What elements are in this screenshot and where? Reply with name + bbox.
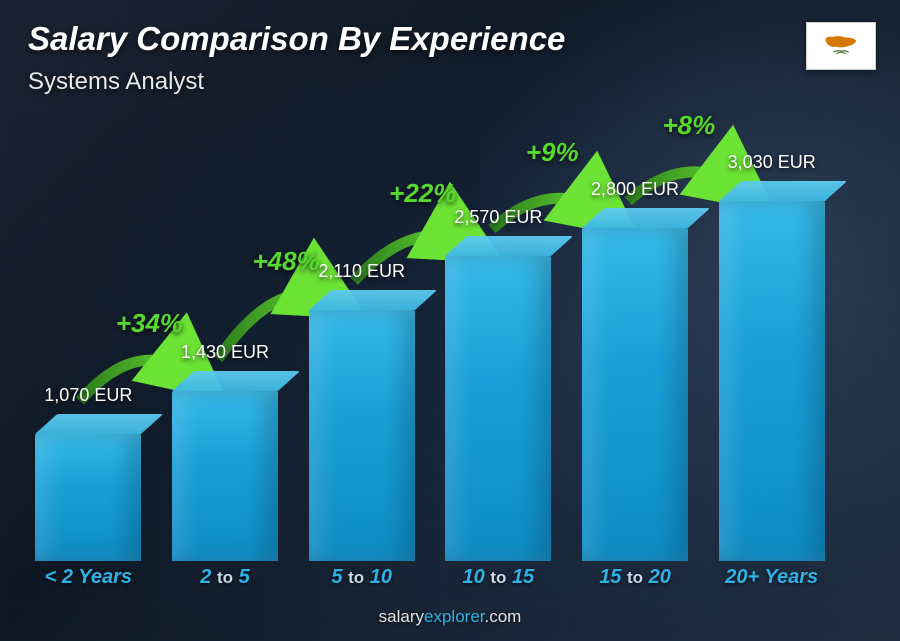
bar-value-label: 1,430 EUR [181,342,269,363]
x-label: 10 to 15 [430,566,567,589]
bar-slot: 1,070 EUR [20,385,157,561]
x-axis-labels: < 2 Years2 to 55 to 1010 to 1515 to 2020… [20,566,840,589]
page-title: Salary Comparison By Experience [28,20,565,58]
chart-container: Salary Comparison By Experience Systems … [0,0,900,641]
x-label: 20+ Years [703,566,840,589]
bar [445,256,551,561]
footer-accent: explorer [424,607,484,626]
chart-area: 1,070 EUR 1,430 EUR 2,110 EUR 2,570 EUR 2,80… [20,83,840,583]
x-label: 15 to 20 [567,566,704,589]
cyprus-flag-icon [818,30,864,62]
bar-value-label: 3,030 EUR [728,152,816,173]
pct-increase-label: +34% [116,308,183,339]
pct-increase-label: +9% [526,137,579,168]
bar-slot: 2,570 EUR [430,207,567,561]
bar-slot: 3,030 EUR [703,152,840,561]
country-flag [806,22,876,70]
bar [35,434,141,561]
bar [719,201,825,561]
bar [582,228,688,561]
x-label: 5 to 10 [293,566,430,589]
pct-increase-label: +8% [663,110,716,141]
bar-value-label: 2,110 EUR [318,261,405,282]
footer-post: .com [485,607,522,626]
bar-value-label: 1,070 EUR [44,385,132,406]
bar-value-label: 2,800 EUR [591,179,679,200]
bar [309,310,415,561]
bar [172,391,278,561]
bar-slot: 2,800 EUR [567,179,704,561]
footer-pre: salary [379,607,424,626]
pct-increase-label: +22% [389,178,456,209]
footer-brand: salaryexplorer.com [0,607,900,627]
x-label: 2 to 5 [157,566,294,589]
bar-slot: 1,430 EUR [157,342,294,561]
bar-slot: 2,110 EUR [293,261,430,561]
x-label: < 2 Years [20,566,157,589]
bar-value-label: 2,570 EUR [454,207,542,228]
pct-increase-label: +48% [253,246,320,277]
